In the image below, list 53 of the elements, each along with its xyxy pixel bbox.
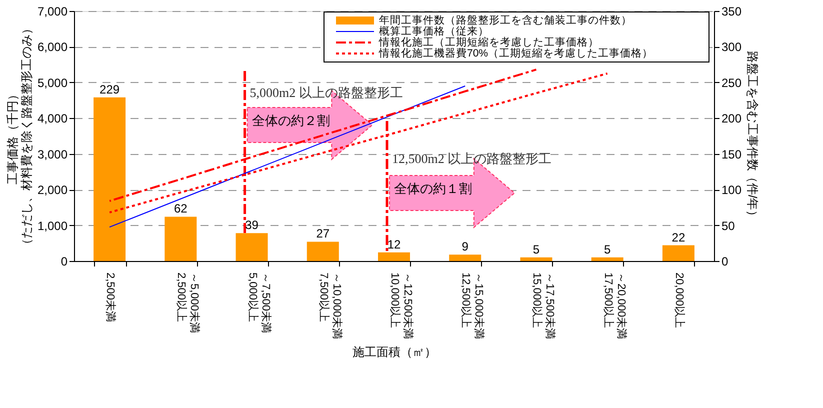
data-label: 12 <box>387 237 401 252</box>
annotation: 全体の約２割 <box>252 113 330 128</box>
y2-axis-title: 路盤工を含む工事件数（件/年） <box>746 50 760 222</box>
x-tick-label: 2,500未満 <box>104 272 118 322</box>
data-label: 22 <box>672 230 686 244</box>
y2-tick-label: 0 <box>722 254 728 268</box>
bar <box>591 257 624 261</box>
x-tick-label: 2,500以上～5,000未満 <box>175 272 202 334</box>
y2-tick-label: 350 <box>722 4 742 18</box>
data-label: 27 <box>316 226 330 241</box>
y-axis-title: 工事価格（千円）（ただし、材料費を除く路盤整形工のみ） <box>5 22 34 250</box>
bar <box>449 254 482 261</box>
bar <box>236 233 268 261</box>
y-tick-label: 1,000 <box>37 218 68 233</box>
y2-tick-label: 250 <box>722 76 742 90</box>
y-tick-label: 7,000 <box>37 4 68 18</box>
bar <box>662 245 694 261</box>
x-tick-label: 5,000以上～7,500未満 <box>246 272 272 334</box>
x-tick-label: 12,500以上～15,000未満 <box>460 272 486 340</box>
y2-tick-label: 100 <box>722 183 742 198</box>
y-tick-label: 3,000 <box>37 147 68 162</box>
legend-label: 概算工事価格（従来） <box>379 24 489 38</box>
x-tick-label: 20,000以上 <box>672 272 686 328</box>
y-tick-label: 0 <box>60 254 68 268</box>
bar <box>378 252 410 261</box>
y-tick-label: 5,000 <box>37 76 68 90</box>
bar <box>520 257 552 261</box>
y2-tick-label: 300 <box>722 40 742 54</box>
x-tick-label: 15,000以上～17,500未満 <box>530 272 557 340</box>
legend-label: 情報化施工機器費70%（工期短縮を考慮した工事価格） <box>378 46 654 60</box>
legend-label: 年間工事件数（路盤整形工を含む舗装工事の件数） <box>379 14 632 26</box>
bar <box>306 242 339 261</box>
y-tick-label: 2,000 <box>37 183 68 198</box>
y2-tick-label: 150 <box>722 147 742 162</box>
y-tick-label: 4,000 <box>37 112 68 126</box>
x-tick-label: 17,500以上～20,000未満 <box>602 272 628 340</box>
bar <box>164 216 197 261</box>
ref-line-label: 5,000m2 以上の路盤整形工 <box>250 85 403 100</box>
x-tick-label: 10,000以上～12,500未満 <box>388 272 414 340</box>
y2-tick-label: 50 <box>722 218 736 233</box>
x-axis-title: 施工面積（㎡） <box>352 345 436 360</box>
data-label: 5 <box>604 242 611 256</box>
data-label: 5 <box>532 242 540 256</box>
data-label: 62 <box>174 202 188 216</box>
y-tick-label: 6,000 <box>37 40 68 54</box>
y2-tick-label: 200 <box>722 112 742 126</box>
data-label: 229 <box>100 82 120 96</box>
annotation: 全体の約１割 <box>394 181 472 196</box>
data-label: 9 <box>462 240 469 254</box>
ref-line-label: 12,500m2 以上の路盤整形工 <box>392 151 552 166</box>
bar <box>94 97 126 261</box>
x-tick-label: 7,500以上～10,000未満 <box>317 272 344 340</box>
legend-label: 情報化施工（工期短縮を考慮した工事価格） <box>378 36 599 48</box>
